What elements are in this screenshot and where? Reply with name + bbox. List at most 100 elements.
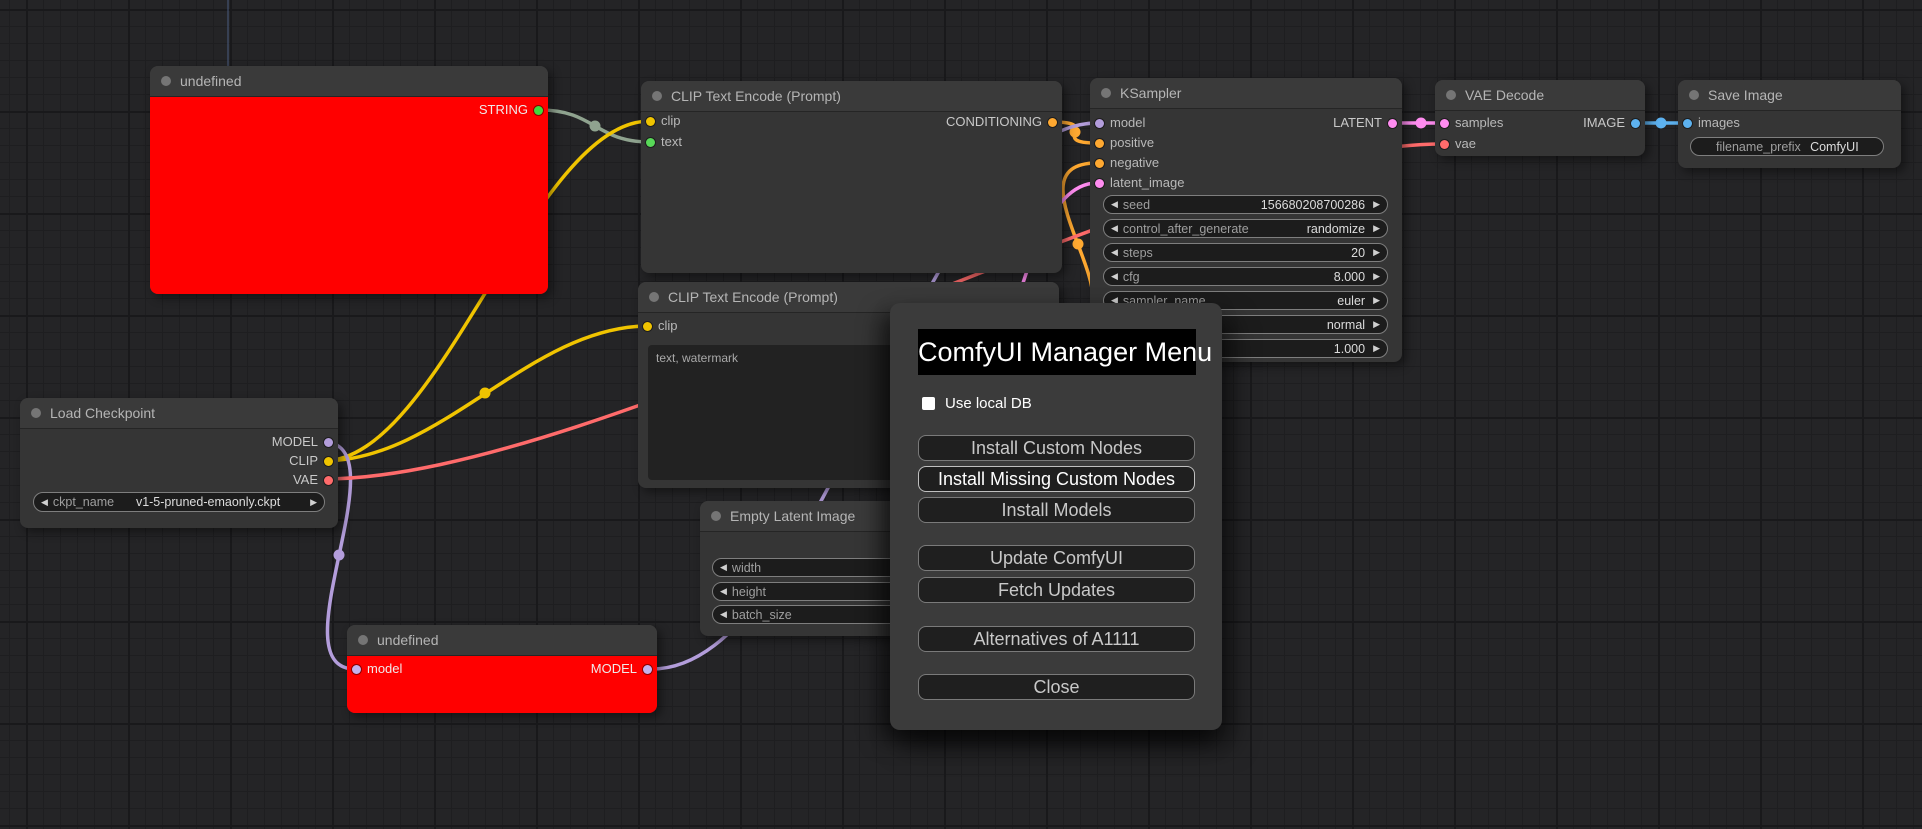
node-title-text: CLIP Text Encode (Prompt) [668,289,838,305]
node-title-bar: CLIP Text Encode (Prompt) [641,81,1062,112]
widget-value[interactable]: 156680208700286 [1260,197,1366,212]
use-local-db-checkbox[interactable] [922,397,935,410]
node-title-text: KSampler [1120,85,1182,101]
port-model-output[interactable] [643,664,652,674]
install-models-button[interactable]: Install Models [918,497,1195,523]
increment-arrow-icon[interactable]: ▶ [1373,319,1380,329]
link-dot-conditioning-negative [1072,238,1084,250]
widget-steps[interactable]: ◀ steps 20 ▶ [1103,243,1388,262]
fetch-updates-button[interactable]: Fetch Updates [918,577,1195,603]
canvas-axis-line [227,0,229,66]
node-body [641,112,1062,273]
port-latent-image-input[interactable] [1095,178,1104,188]
decrement-arrow-icon[interactable]: ◀ [1111,295,1118,305]
decrement-arrow-icon[interactable]: ◀ [1111,223,1118,233]
widget-label: cfg [1122,269,1140,284]
node-collapse-icon[interactable] [1101,88,1111,98]
widget-value[interactable]: v1-5-pruned-emaonly.ckpt [135,495,281,509]
widget-value[interactable]: ComfyUI [1810,139,1859,154]
node-collapse-icon[interactable] [711,511,721,521]
port-images-input[interactable] [1683,118,1692,128]
widget-label: batch_size [731,607,792,622]
port-model-input[interactable] [352,664,361,674]
decrement-arrow-icon[interactable]: ◀ [1111,271,1118,281]
input-label: text [661,134,682,149]
input-label: positive [1110,135,1155,150]
port-model-output[interactable] [324,437,333,447]
input-label: negative [1110,155,1160,170]
widget-value[interactable]: euler [1337,293,1366,308]
node-save-image[interactable]: Save Image images filename_prefix ComfyU… [1678,80,1901,168]
decrement-arrow-icon[interactable]: ◀ [41,496,48,507]
port-text-input[interactable] [646,137,655,147]
close-button[interactable]: Close [918,674,1195,700]
node-title-text: Empty Latent Image [730,508,856,524]
increment-arrow-icon[interactable]: ▶ [1373,295,1380,305]
port-model-input[interactable] [1095,118,1104,128]
node-title-bar: Save Image [1678,80,1901,111]
node-load-checkpoint[interactable]: Load Checkpoint MODEL CLIP VAE ◀ ckpt_na… [20,398,338,528]
widget-value[interactable]: 20 [1351,245,1366,260]
widget-value[interactable]: randomize [1306,221,1366,236]
decrement-arrow-icon[interactable]: ◀ [1111,199,1118,209]
widget-ckpt-name[interactable]: ◀ ckpt_name v1-5-pruned-emaonly.ckpt ▶ [33,492,325,512]
port-clip-output[interactable] [324,456,333,466]
widget-value[interactable]: 8.000 [1333,269,1366,284]
node-clip-text-encode-1[interactable]: CLIP Text Encode (Prompt) clip text COND… [641,81,1062,273]
port-clip-input[interactable] [646,116,655,126]
link-dot-conditioning-positive [1069,126,1081,138]
node-collapse-icon[interactable] [1689,90,1699,100]
increment-arrow-icon[interactable]: ▶ [1373,343,1380,353]
alternatives-of-a1111-button[interactable]: Alternatives of A1111 [918,626,1195,652]
node-collapse-icon[interactable] [358,635,368,645]
decrement-arrow-icon[interactable]: ◀ [720,609,727,619]
port-string-output[interactable] [534,105,543,115]
input-label: model [1110,115,1146,130]
decrement-arrow-icon[interactable]: ◀ [1111,247,1118,257]
widget-value[interactable]: normal [1326,317,1366,332]
widget-label: control_after_generate [1122,221,1249,236]
node-undefined-top[interactable]: undefined STRING [150,66,548,294]
node-collapse-icon[interactable] [652,91,662,101]
widget-filename-prefix[interactable]: filename_prefix ComfyUI [1690,137,1884,156]
increment-arrow-icon[interactable]: ▶ [1373,223,1380,233]
output-label: LATENT [1333,115,1382,130]
increment-arrow-icon[interactable]: ▶ [1373,199,1380,209]
node-collapse-icon[interactable] [649,292,659,302]
node-collapse-icon[interactable] [161,76,171,86]
port-vae-output[interactable] [324,475,333,485]
widget-cfg[interactable]: ◀ cfg 8.000 ▶ [1103,267,1388,286]
install-custom-nodes-button[interactable]: Install Custom Nodes [918,435,1195,461]
port-conditioning-output[interactable] [1048,117,1057,127]
node-undefined-bottom[interactable]: undefined model MODEL [347,625,657,713]
port-clip-input[interactable] [643,321,652,331]
widget-seed[interactable]: ◀ seed 156680208700286 ▶ [1103,195,1388,214]
node-title-text: undefined [180,73,242,89]
node-title-bar: undefined [347,625,657,656]
increment-arrow-icon[interactable]: ▶ [1373,271,1380,281]
input-label: samples [1455,115,1504,130]
install-missing-custom-nodes-button[interactable]: Install Missing Custom Nodes [918,466,1195,492]
port-positive-input[interactable] [1095,138,1104,148]
link-dot-clip [479,387,491,399]
node-collapse-icon[interactable] [1446,90,1456,100]
increment-arrow-icon[interactable]: ▶ [310,496,317,507]
widget-value[interactable]: 1.000 [1333,341,1366,356]
port-vae-input[interactable] [1440,139,1449,149]
node-title-bar: undefined [150,66,548,97]
output-label: IMAGE [1583,115,1625,130]
widget-control-after-generate[interactable]: ◀ control_after_generate randomize ▶ [1103,219,1388,238]
node-vae-decode[interactable]: VAE Decode samples vae IMAGE [1435,80,1645,156]
port-latent-output[interactable] [1388,118,1397,128]
port-image-output[interactable] [1631,118,1640,128]
decrement-arrow-icon[interactable]: ◀ [720,562,727,572]
increment-arrow-icon[interactable]: ▶ [1373,247,1380,257]
node-collapse-icon[interactable] [31,408,41,418]
use-local-db-label: Use local DB [945,395,1032,412]
port-negative-input[interactable] [1095,158,1104,168]
port-samples-input[interactable] [1440,118,1449,128]
update-comfyui-button[interactable]: Update ComfyUI [918,545,1195,571]
widget-label: filename_prefix [1716,139,1801,154]
decrement-arrow-icon[interactable]: ◀ [720,586,727,596]
